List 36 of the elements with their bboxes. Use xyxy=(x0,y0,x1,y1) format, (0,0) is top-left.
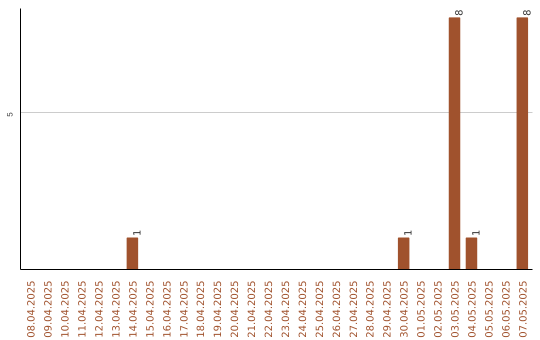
x-tick-label: 16.04.2025 xyxy=(162,280,174,338)
x-tick-label: 27.04.2025 xyxy=(348,280,360,338)
x-tick-label: 08.04.2025 xyxy=(26,280,38,338)
x-tick-label: 06.05.2025 xyxy=(501,280,512,338)
x-tick-label: 12.04.2025 xyxy=(94,280,106,338)
x-tick-label: 09.04.2025 xyxy=(44,280,55,338)
x-tick-label: 19.04.2025 xyxy=(213,280,224,338)
x-tick-label: 10.04.2025 xyxy=(60,280,72,338)
x-tick-label: 05.05.2025 xyxy=(484,280,496,338)
x-tick-label: 28.04.2025 xyxy=(366,280,377,338)
x-tick-label: 03.05.2025 xyxy=(450,280,462,338)
y-tick-label: 5 xyxy=(6,112,14,117)
x-tick-label: 23.04.2025 xyxy=(280,280,292,338)
x-tick-label: 15.04.2025 xyxy=(145,280,156,338)
x-tick-label: 18.04.2025 xyxy=(196,280,208,338)
x-tick-label: 11.04.2025 xyxy=(78,280,89,338)
x-tick-label: 01.05.2025 xyxy=(416,280,428,338)
x-tick-label: 20.04.2025 xyxy=(230,280,242,338)
x-tick-label: 29.04.2025 xyxy=(382,280,394,338)
x-tick-label: 24.04.2025 xyxy=(298,280,309,338)
data-label: 8 xyxy=(454,10,466,16)
x-tick-label: 30.04.2025 xyxy=(400,280,411,338)
x-tick-label: 14.04.2025 xyxy=(128,280,140,338)
data-label: 1 xyxy=(132,230,144,236)
x-tick-label: 26.04.2025 xyxy=(332,280,343,338)
data-label: 1 xyxy=(471,230,482,236)
x-tick-label: 25.04.2025 xyxy=(314,280,326,338)
x-tick-label: 04.05.2025 xyxy=(467,280,478,338)
x-tick-label: 13.04.2025 xyxy=(111,280,122,338)
data-label: 1 xyxy=(404,230,415,236)
x-tick-label: 21.04.2025 xyxy=(247,280,258,338)
x-tick-label: 07.05.2025 xyxy=(518,280,530,338)
x-tick-label: 22.04.2025 xyxy=(264,280,276,338)
x-tick-label: 17.04.2025 xyxy=(179,280,190,338)
data-label: 8 xyxy=(522,10,534,16)
x-tick-label: 02.05.2025 xyxy=(434,280,445,338)
